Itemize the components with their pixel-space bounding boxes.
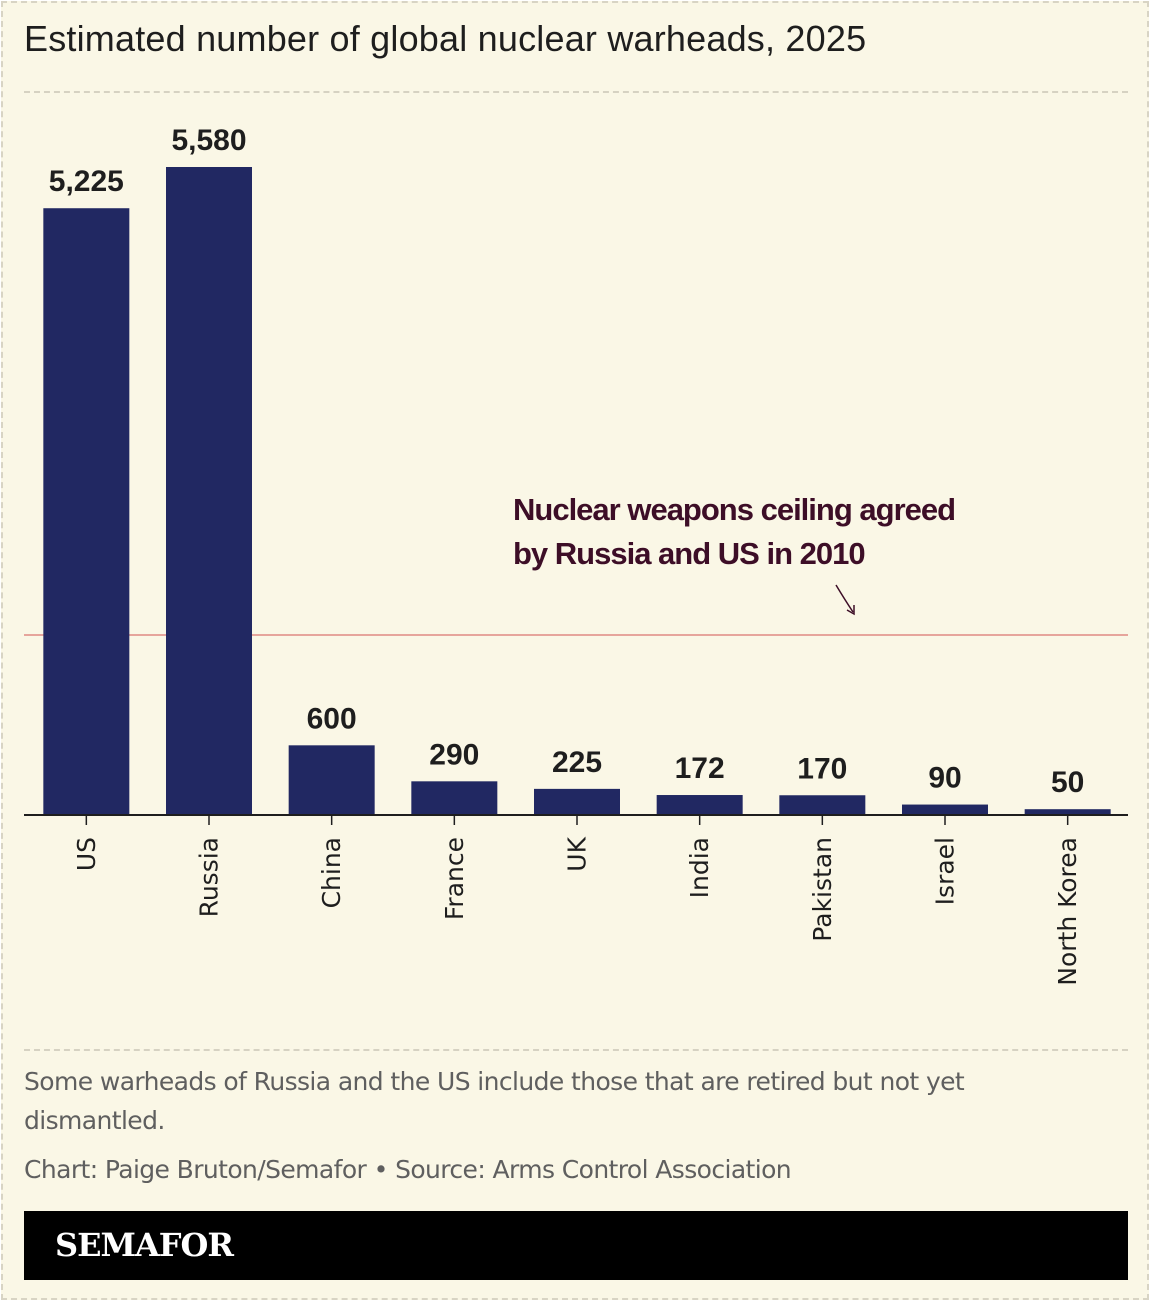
value-label: 172 bbox=[675, 752, 725, 785]
category-label: Russia bbox=[195, 837, 224, 917]
category-label: China bbox=[317, 837, 346, 908]
value-label: 600 bbox=[307, 702, 357, 735]
bar-russia bbox=[166, 167, 252, 815]
header-divider bbox=[24, 91, 1128, 93]
bar-israel bbox=[902, 804, 988, 815]
semafor-logo: SEMAFOR bbox=[55, 1226, 234, 1264]
category-label: France bbox=[440, 837, 469, 920]
bar-china bbox=[288, 745, 375, 815]
category-label: North Korea bbox=[1053, 837, 1082, 986]
chart-note: Some warheads of Russia and the US inclu… bbox=[24, 1067, 965, 1135]
chart-title: Estimated number of global nuclear warhe… bbox=[24, 18, 867, 59]
bar-north-korea bbox=[1024, 809, 1111, 815]
category-label: US bbox=[72, 837, 101, 871]
annotation-line: Nuclear weapons ceiling agreed bbox=[513, 492, 955, 527]
value-label: 90 bbox=[928, 762, 961, 795]
annotation-arrow-icon bbox=[835, 584, 854, 613]
annotation-line: by Russia and US in 2010 bbox=[513, 536, 865, 571]
value-label: 170 bbox=[797, 752, 847, 785]
bar-india bbox=[656, 795, 743, 815]
bar-chart: 5,225 US 5,580 Russia 600 China 290 France 225 UK… bbox=[24, 124, 1128, 986]
footer-bar: SEMAFOR bbox=[24, 1211, 1128, 1280]
category-label: UK bbox=[563, 836, 592, 871]
chart-credit: Chart: Paige Bruton/Semafor • Source: Ar… bbox=[24, 1155, 792, 1184]
bar-uk bbox=[534, 788, 620, 815]
category-label: Israel bbox=[931, 837, 960, 905]
value-label: 5,580 bbox=[171, 124, 246, 157]
bar-us bbox=[43, 208, 130, 815]
value-label: 50 bbox=[1051, 766, 1084, 799]
value-label: 5,225 bbox=[49, 165, 124, 198]
reference-annotation: Nuclear weapons ceiling agreed by Russia … bbox=[513, 492, 955, 571]
bar-pakistan bbox=[779, 795, 866, 815]
bar-france bbox=[411, 781, 498, 815]
value-label: 290 bbox=[429, 738, 479, 771]
arrowhead-icon bbox=[846, 605, 855, 616]
value-label: 225 bbox=[552, 746, 602, 779]
category-label: Pakistan bbox=[808, 837, 837, 942]
footer-divider bbox=[24, 1049, 1128, 1051]
category-label: India bbox=[685, 837, 714, 898]
